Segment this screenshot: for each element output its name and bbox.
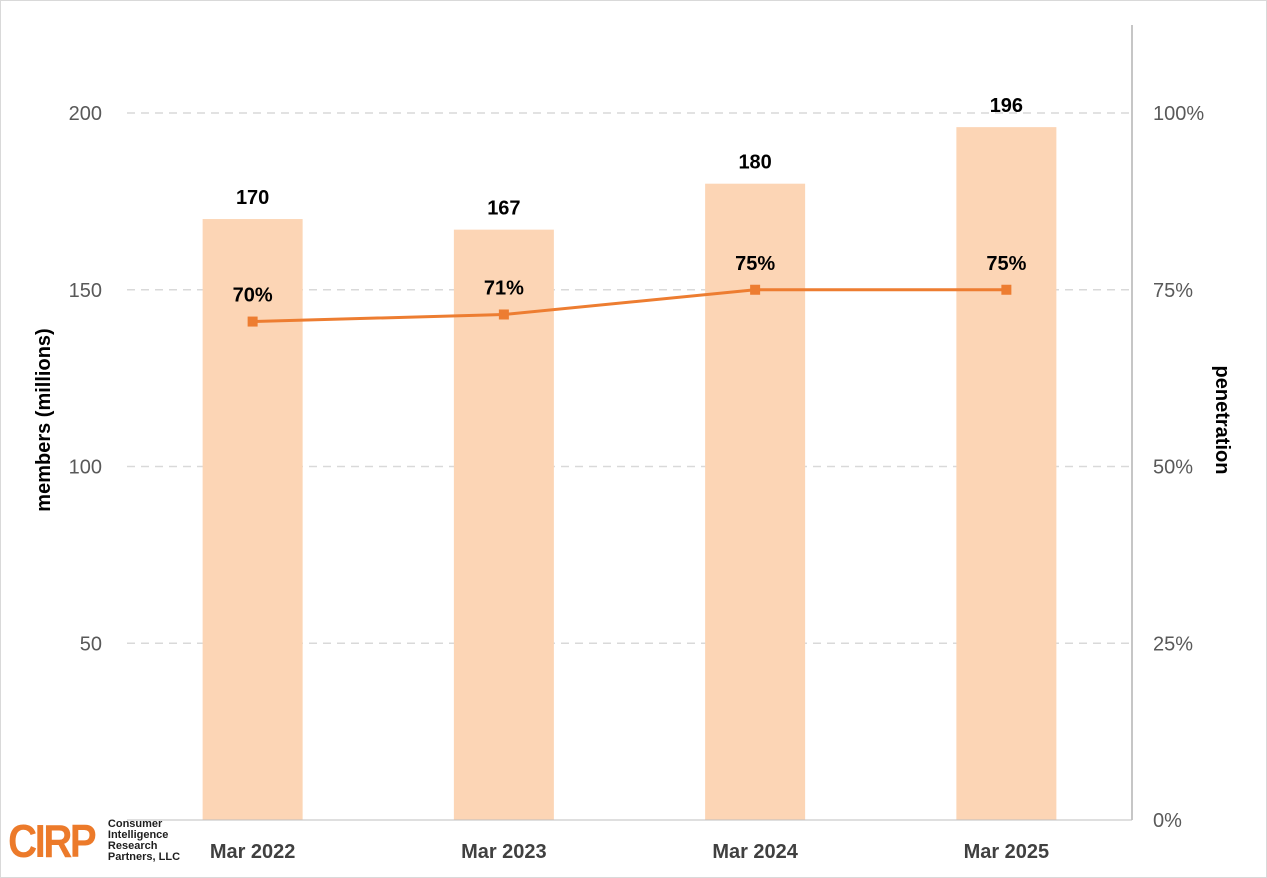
bar bbox=[705, 183, 806, 820]
data-labels: 170 167 180 196 70% 71% 75% 75% bbox=[233, 95, 1027, 306]
y2-tick-label: 75% bbox=[1153, 280, 1193, 302]
category-label: Mar 2024 bbox=[712, 841, 798, 863]
y-tick-label: 50 bbox=[80, 633, 102, 655]
logo-company-name: Consumer Intelligence Research Partners,… bbox=[107, 818, 181, 863]
category-label: Mar 2022 bbox=[210, 841, 296, 863]
bar bbox=[956, 127, 1057, 820]
category-label: Mar 2025 bbox=[964, 841, 1050, 863]
penetration-line bbox=[252, 288, 1007, 324]
y2-axis-title: penetration bbox=[1211, 366, 1233, 475]
y-tick-label: 100 bbox=[69, 457, 102, 479]
right-axis-ticks: 0% 25% 50% 75% 100% bbox=[1153, 103, 1204, 832]
penetration-line-series bbox=[247, 284, 1012, 327]
y-tick-label: 150 bbox=[69, 280, 102, 302]
bar bbox=[202, 219, 303, 821]
line-marker bbox=[498, 309, 509, 320]
line-value-label: 75% bbox=[735, 253, 775, 275]
bar-value-label: 196 bbox=[990, 95, 1023, 117]
bar-value-label: 180 bbox=[738, 152, 771, 174]
bar bbox=[453, 229, 554, 820]
cirp-logo: CIRP Consumer Intelligence Research Part… bbox=[8, 812, 180, 870]
bar-series bbox=[202, 127, 1057, 821]
line-marker bbox=[1001, 284, 1012, 295]
category-label: Mar 2023 bbox=[461, 841, 547, 863]
line-marker bbox=[750, 284, 761, 295]
y2-tick-label: 100% bbox=[1153, 103, 1204, 125]
y-axis-title: members (millions) bbox=[33, 328, 55, 511]
bar-value-label: 167 bbox=[487, 198, 520, 220]
line-value-label: 70% bbox=[233, 285, 273, 307]
y2-tick-label: 50% bbox=[1153, 457, 1193, 479]
category-labels: Mar 2022 Mar 2023 Mar 2024 Mar 2025 bbox=[210, 841, 1049, 863]
y-tick-label: 200 bbox=[69, 103, 102, 125]
bar-value-label: 170 bbox=[236, 187, 269, 209]
line-value-label: 71% bbox=[484, 277, 524, 299]
line-marker bbox=[247, 316, 258, 327]
y2-tick-label: 0% bbox=[1153, 810, 1182, 832]
line-value-label: 75% bbox=[986, 253, 1026, 275]
left-axis-ticks: 50 100 150 200 bbox=[69, 103, 102, 655]
y2-tick-label: 25% bbox=[1153, 633, 1193, 655]
logo-mark: CIRP bbox=[8, 815, 97, 867]
